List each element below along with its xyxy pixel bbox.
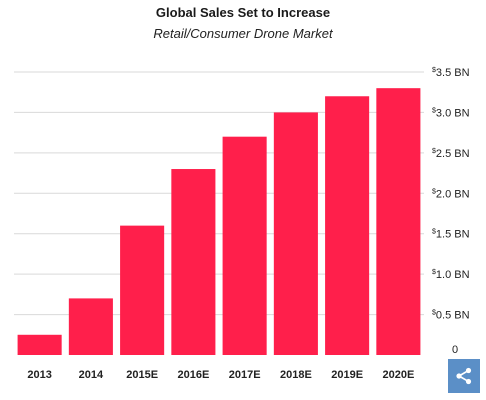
- bar: [325, 96, 370, 355]
- chart-subtitle: Retail/Consumer Drone Market: [153, 26, 333, 41]
- bar: [17, 334, 62, 355]
- x-tick-label: 2013: [27, 369, 51, 381]
- y-tick-label: $1.0 BN: [432, 269, 470, 281]
- bar: [171, 169, 216, 355]
- x-tick-label: 2016E: [177, 369, 209, 381]
- share-icon: [456, 367, 472, 385]
- x-tick-label: 2020E: [382, 369, 414, 381]
- share-button[interactable]: [448, 359, 480, 393]
- y-tick-label: 0: [452, 344, 458, 356]
- y-tick-label: $3.0 BN: [432, 107, 470, 119]
- x-tick-label: 2017E: [229, 369, 261, 381]
- y-tick-label: $1.5 BN: [432, 229, 470, 241]
- x-tick-label: 2015E: [126, 369, 158, 381]
- x-tick-label: 2018E: [280, 369, 312, 381]
- bar: [120, 225, 165, 355]
- x-tick-label: 2014: [79, 369, 104, 381]
- x-tick-label: 2019E: [331, 369, 363, 381]
- bar: [68, 298, 113, 355]
- y-tick-label: $3.5 BN: [432, 67, 470, 79]
- bar: [376, 88, 421, 356]
- y-tick-label: $0.5 BN: [432, 310, 470, 322]
- y-tick-label: $2.5 BN: [432, 148, 470, 160]
- y-tick-label: $2.0 BN: [432, 188, 470, 200]
- chart-title: Global Sales Set to Increase: [155, 5, 331, 20]
- bar: [273, 112, 318, 355]
- bar: [222, 136, 267, 355]
